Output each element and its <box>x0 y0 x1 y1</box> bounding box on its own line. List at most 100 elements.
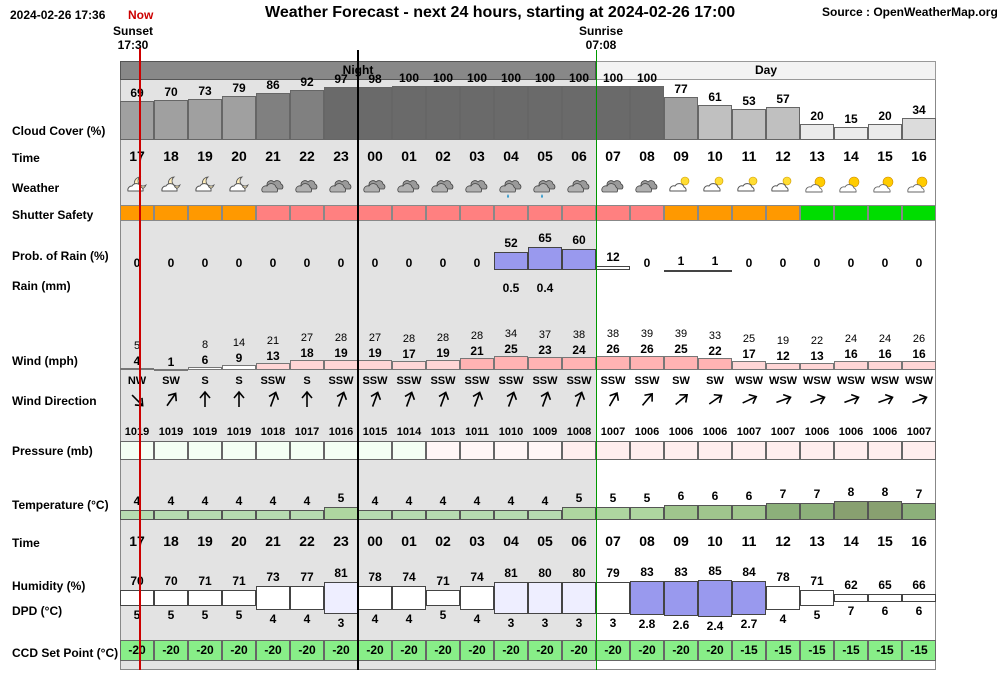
wind-speed-value: 26 <box>640 342 654 356</box>
pressure-cell <box>766 441 800 460</box>
cloud-value: 57 <box>776 92 790 106</box>
cloud-bar <box>868 124 902 140</box>
cloud-bar <box>630 86 664 140</box>
shutter-safety-cell <box>120 205 154 221</box>
ccd-cell <box>664 640 698 661</box>
cloud-value: 100 <box>398 71 420 85</box>
pressure-value: 1006 <box>668 426 694 438</box>
hour-label: 10 <box>707 148 723 164</box>
rain-prob-value: 60 <box>572 233 586 247</box>
pressure-cell <box>630 441 664 460</box>
temperature-bar <box>800 503 834 520</box>
temperature-value: 7 <box>915 487 923 501</box>
wind-speed-value: 25 <box>674 342 688 356</box>
ccd-cell <box>120 640 154 661</box>
wind-gust-value: 39 <box>640 328 654 340</box>
temperature-value: 4 <box>439 494 447 508</box>
shutter-safety-cell <box>324 205 358 221</box>
humidity-value: 81 <box>334 566 348 580</box>
wind-bar <box>256 363 290 370</box>
pressure-value: 1016 <box>328 426 354 438</box>
cloud-bar <box>290 90 324 140</box>
row-label-cloud: Cloud Cover (%) <box>12 124 106 138</box>
wind-direction-label: SW <box>162 375 180 387</box>
hour-label: 09 <box>673 148 689 164</box>
wind-bar <box>528 357 562 370</box>
shutter-safety-cell <box>902 205 936 221</box>
ccd-value: -20 <box>332 643 350 657</box>
sunrise-line <box>596 50 597 670</box>
wind-direction-label: WSW <box>734 375 764 387</box>
row-label-humidity: Humidity (%) <box>12 579 86 593</box>
cloud-value: 97 <box>334 72 348 86</box>
wind-direction-label: SSW <box>362 375 388 387</box>
temperature-bar <box>766 503 800 520</box>
hour-label: 02 <box>435 148 451 164</box>
ccd-cell <box>222 640 256 661</box>
wind-arrow-icon <box>705 390 725 410</box>
temperature-value: 4 <box>269 494 277 508</box>
humidity-bar <box>324 582 358 614</box>
row-label-time: Time <box>12 151 40 165</box>
cloudy-icon <box>633 173 661 201</box>
wind-arrow-icon <box>467 390 487 410</box>
wind-gust-value: 26 <box>912 333 926 345</box>
pressure-value: 1019 <box>226 426 252 438</box>
ccd-value: -15 <box>876 643 894 657</box>
humidity-bar <box>494 582 528 614</box>
wind-speed-value: 18 <box>300 346 314 360</box>
cloud-bar <box>698 105 732 140</box>
ccd-cell <box>562 640 596 661</box>
ccd-value: -15 <box>842 643 860 657</box>
cloud-bar <box>528 86 562 140</box>
wind-direction-label: S <box>303 375 311 387</box>
pressure-value: 1006 <box>838 426 864 438</box>
wind-bar <box>392 361 426 370</box>
rain-prob-value: 0 <box>473 256 481 270</box>
wind-gust-value: 27 <box>300 332 314 344</box>
row-label-ccd: CCD Set Point (°C) <box>12 646 119 660</box>
row-label-rain: Rain (mm) <box>12 279 71 293</box>
cloud-value: 98 <box>368 72 382 86</box>
cloudy-icon <box>259 173 287 201</box>
pressure-value: 1015 <box>362 426 388 438</box>
temperature-bar <box>664 505 698 520</box>
cloudy-icon <box>565 173 593 201</box>
cloud-value: 86 <box>266 78 280 92</box>
wind-speed-value: 19 <box>334 346 348 360</box>
hour-label-bottom: 12 <box>775 533 791 549</box>
wind-arrow-icon <box>569 390 589 410</box>
wind-arrow-icon <box>603 390 623 410</box>
ccd-value: -20 <box>298 643 316 657</box>
temperature-bar <box>596 507 630 520</box>
ccd-value: -20 <box>672 643 690 657</box>
hour-label: 16 <box>911 148 927 164</box>
temperature-bar <box>392 510 426 520</box>
hour-label: 12 <box>775 148 791 164</box>
ccd-value: -20 <box>400 643 418 657</box>
rain-prob-value: 52 <box>504 236 518 250</box>
wind-arrow-icon <box>195 390 215 410</box>
wind-speed-value: 17 <box>402 347 416 361</box>
temperature-value: 4 <box>405 494 413 508</box>
dpd-value: 3 <box>541 616 549 630</box>
hour-label: 00 <box>367 148 383 164</box>
cloud-value: 20 <box>810 109 824 123</box>
wind-direction-label: SSW <box>566 375 592 387</box>
light-rain-icon <box>531 173 559 201</box>
shutter-safety-cell <box>562 205 596 221</box>
pressure-value: 1010 <box>498 426 524 438</box>
wind-gust-value: 28 <box>334 332 348 344</box>
ccd-value: -20 <box>536 643 554 657</box>
rain-prob-value: 0 <box>133 256 141 270</box>
pressure-value: 1008 <box>566 426 592 438</box>
pressure-value: 1014 <box>396 426 422 438</box>
rain-prob-bar <box>698 270 732 272</box>
rain-prob-value: 0 <box>337 256 345 270</box>
temperature-bar <box>868 501 902 520</box>
hour-label: 20 <box>231 148 247 164</box>
humidity-value: 77 <box>300 570 314 584</box>
pressure-cell <box>290 441 324 460</box>
wind-speed-value: 16 <box>912 347 926 361</box>
